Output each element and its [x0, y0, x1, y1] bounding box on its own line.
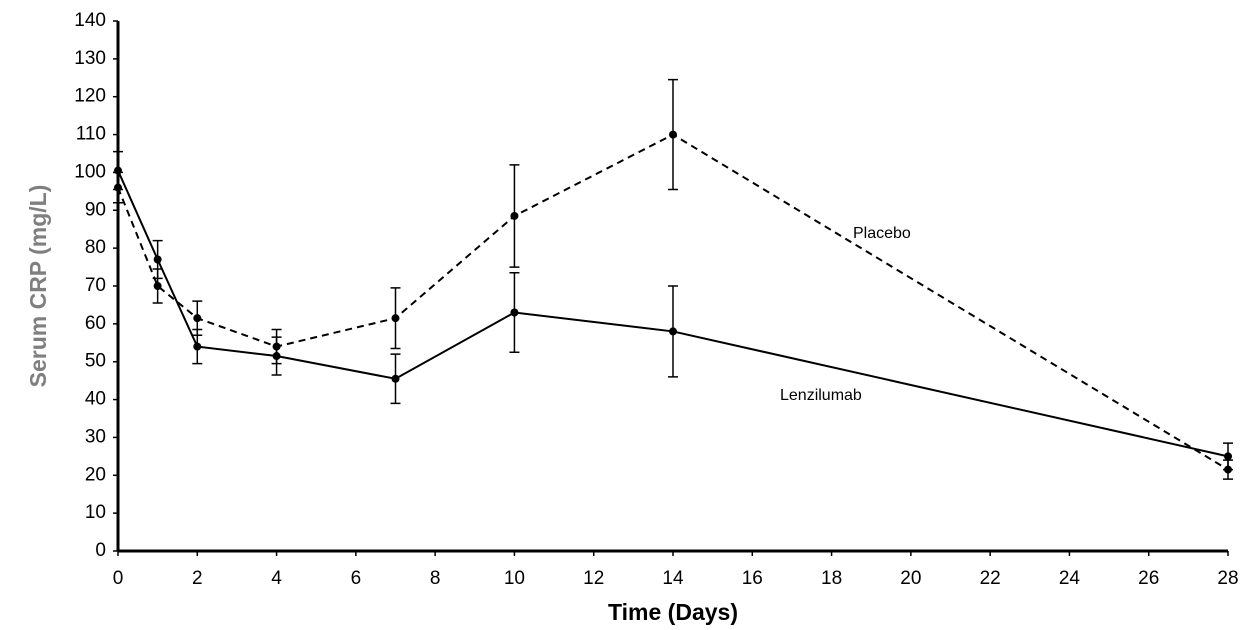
data-point — [510, 308, 519, 317]
y-axis-title: Serum CRP (mg/L) — [25, 185, 51, 388]
data-point — [153, 282, 162, 290]
x-axis-title: Time (Days) — [608, 599, 738, 625]
x-tick-label: 2 — [192, 568, 203, 589]
x-tick-label: 4 — [271, 568, 282, 589]
x-tick-label: 0 — [113, 568, 124, 589]
y-tick-label: 100 — [74, 161, 106, 182]
data-point — [1224, 465, 1232, 474]
y-tick-label: 90 — [85, 199, 106, 220]
data-point — [669, 327, 677, 336]
data-point — [153, 255, 162, 264]
series-line — [117, 170, 1229, 458]
y-tick-label: 40 — [85, 389, 106, 410]
y-tick-label: 20 — [85, 464, 106, 485]
x-tick-label: 12 — [583, 568, 604, 589]
y-tick-label: 80 — [85, 237, 106, 258]
y-tick-label: 30 — [85, 426, 106, 447]
x-tick-label: 8 — [430, 568, 441, 589]
series-line — [117, 133, 1229, 471]
y-tick-label: 50 — [85, 351, 106, 372]
data-point — [510, 211, 519, 220]
data-point — [669, 130, 677, 139]
data-point — [391, 314, 400, 323]
y-tick-label: 140 — [74, 10, 106, 31]
x-tick-label: 14 — [662, 568, 684, 589]
x-tick-label: 6 — [351, 568, 362, 589]
series-label: Lenzilumab — [780, 387, 862, 404]
x-tick-label: 22 — [980, 568, 1001, 589]
x-tick-label: 18 — [821, 568, 842, 589]
y-tick-label: 10 — [85, 502, 106, 523]
x-tick-label: 16 — [742, 568, 763, 589]
y-tick-label: 120 — [74, 86, 106, 107]
data-point — [193, 314, 202, 323]
x-tick-label: 26 — [1138, 568, 1159, 589]
y-tick-label: 60 — [85, 313, 106, 334]
data-point — [193, 342, 202, 351]
x-tick-label: 20 — [900, 568, 921, 589]
y-tick-label: 130 — [74, 48, 106, 69]
x-tick-label: 24 — [1059, 568, 1081, 589]
series-label: Placebo — [853, 225, 911, 242]
data-point — [391, 374, 400, 383]
data-point — [1224, 452, 1232, 461]
y-tick-label: 70 — [85, 275, 106, 296]
y-tick-label: 110 — [76, 124, 106, 145]
data-point — [272, 342, 281, 351]
data-point — [114, 183, 122, 192]
y-tick-label: 0 — [95, 540, 106, 561]
x-tick-label: 28 — [1217, 568, 1238, 589]
x-tick-label: 10 — [504, 568, 525, 589]
